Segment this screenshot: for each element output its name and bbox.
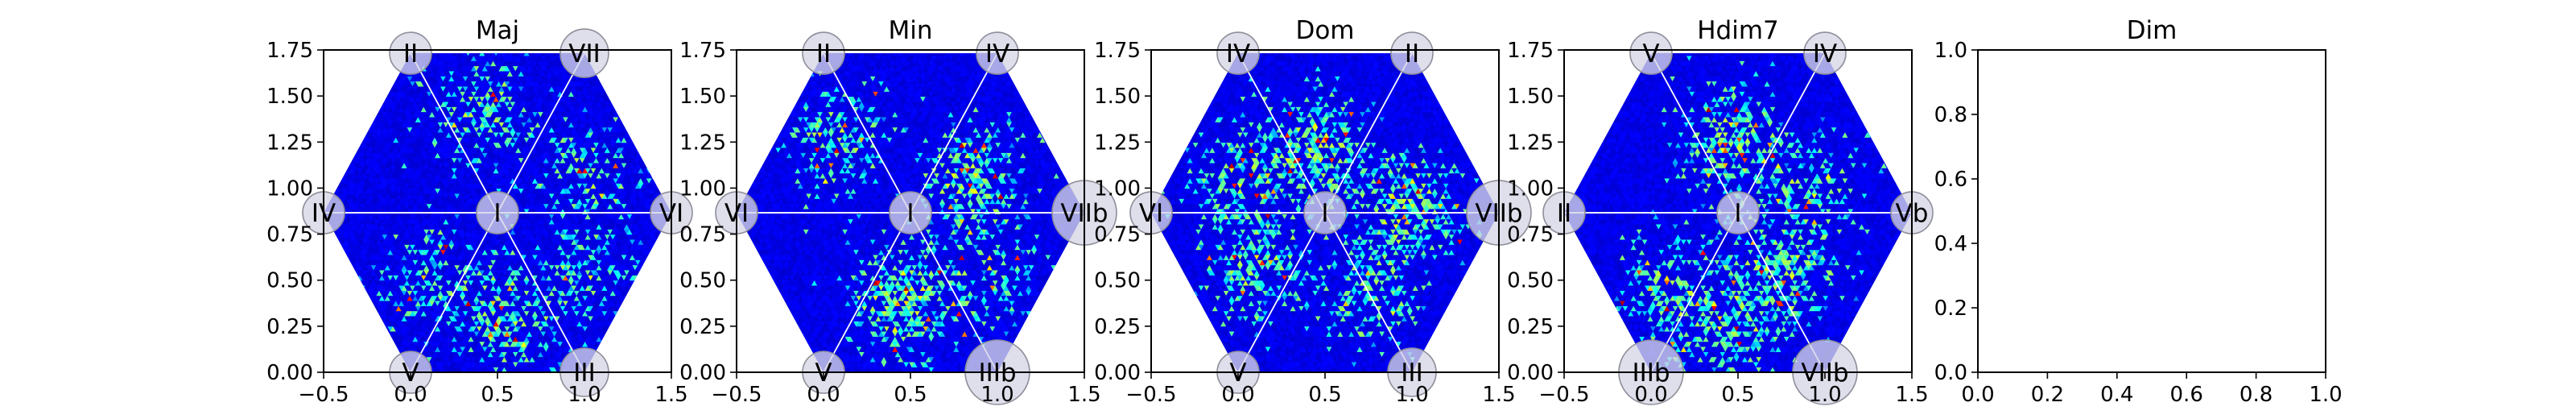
heatmap-cell [671, 239, 677, 244]
heatmap-cell [675, 260, 680, 265]
heatmap-cell [671, 178, 677, 183]
heatmap-cell [318, 245, 324, 250]
heatmap-cell [677, 296, 683, 301]
heatmap-cell [671, 260, 677, 265]
heatmap-cell [671, 306, 677, 311]
heatmap-cell [318, 173, 324, 178]
heatmap-cell [671, 362, 677, 367]
heatmap-cell [677, 255, 683, 259]
heatmap-cell [675, 301, 680, 305]
heatmap-cell [671, 270, 677, 275]
heatmap-cell [671, 296, 677, 301]
heatmap-cell [671, 337, 677, 342]
heatmap-cell [671, 276, 677, 280]
heatmap-cell [671, 367, 677, 372]
heatmap-cell [671, 322, 677, 326]
heatmap-cell [671, 342, 677, 346]
heatmap-cell [671, 311, 677, 316]
heatmap-cell [671, 285, 677, 290]
heatmap-cell [671, 301, 677, 305]
heatmap-cell [675, 306, 680, 311]
heatmap-cell [671, 346, 677, 351]
heatmap-cell [318, 296, 324, 301]
heatmap-cell [318, 367, 324, 372]
heatmap-cell [318, 255, 324, 259]
heatmap-cell [318, 357, 324, 362]
heatmap-cell [677, 346, 683, 351]
heatmap-cell [671, 291, 677, 296]
heatmap-cell [671, 352, 677, 357]
heatmap-cell [671, 326, 677, 331]
heatmap-cell [671, 280, 677, 285]
heatmap-cell [318, 285, 324, 290]
heatmap-cell [318, 234, 324, 239]
heatmap-cell [318, 337, 324, 342]
heatmap-cell [675, 352, 680, 357]
heatmap-cell [318, 316, 324, 321]
heatmap-cell [318, 326, 324, 331]
heatmap-cell [671, 357, 677, 362]
heatmap-cell [675, 346, 680, 351]
heatmap-cell [677, 306, 683, 311]
heatmap-cell [675, 342, 680, 346]
heatmap-cell [318, 346, 324, 351]
heatmap-cell [675, 296, 680, 301]
heatmap-cell [671, 250, 677, 255]
heatmap-cell [318, 306, 324, 311]
heatmap-cell [675, 250, 680, 255]
heatmap-cell [318, 265, 324, 270]
heatmap-cell [671, 245, 677, 250]
heatmap-cell [675, 255, 680, 259]
heatmap-cell [671, 331, 677, 336]
heatmap-cell [671, 316, 677, 321]
heatmap-cell [671, 255, 677, 259]
heatmap-cell [671, 234, 677, 239]
heatmap-cell [671, 184, 677, 189]
heatmap-cell [671, 265, 677, 270]
